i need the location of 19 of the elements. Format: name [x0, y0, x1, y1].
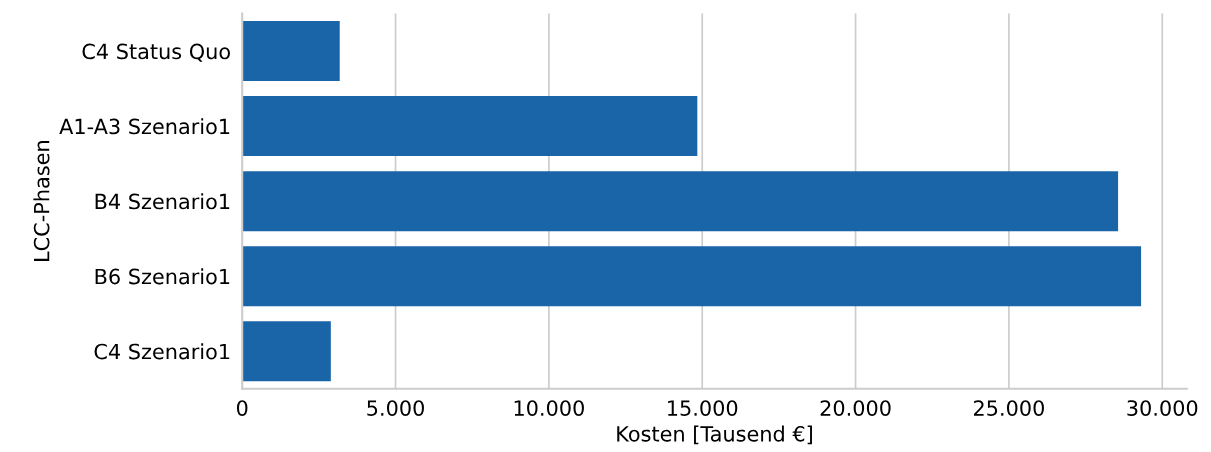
y-tick-label: C4 Szenario1 — [94, 343, 230, 360]
bar — [242, 246, 1142, 307]
bar — [242, 96, 698, 157]
y-tick-label: C4 Status Quo — [82, 43, 230, 62]
x-tick-label: 25.000 — [973, 400, 1044, 416]
x-tick-label: 30.000 — [1127, 400, 1198, 416]
y-axis-title: LCC-Phasen — [33, 141, 50, 261]
x-tick-label: 20.000 — [820, 400, 891, 416]
x-tick-label: 0 — [236, 400, 248, 416]
bar — [242, 321, 331, 382]
x-tick-label: 10.000 — [514, 400, 584, 416]
y-tick-label: B4 Szenario1 — [95, 193, 230, 210]
y-tick-label: B6 Szenario1 — [95, 268, 230, 285]
x-tick-label: 5.000 — [367, 400, 424, 416]
y-tick-label: A1-A3 Szenario1 — [59, 118, 230, 135]
x-tick-label: 15.000 — [668, 400, 738, 416]
x-axis-title: Kosten [Tausend €] — [617, 425, 812, 445]
bar — [242, 21, 340, 82]
bar — [242, 171, 1119, 232]
